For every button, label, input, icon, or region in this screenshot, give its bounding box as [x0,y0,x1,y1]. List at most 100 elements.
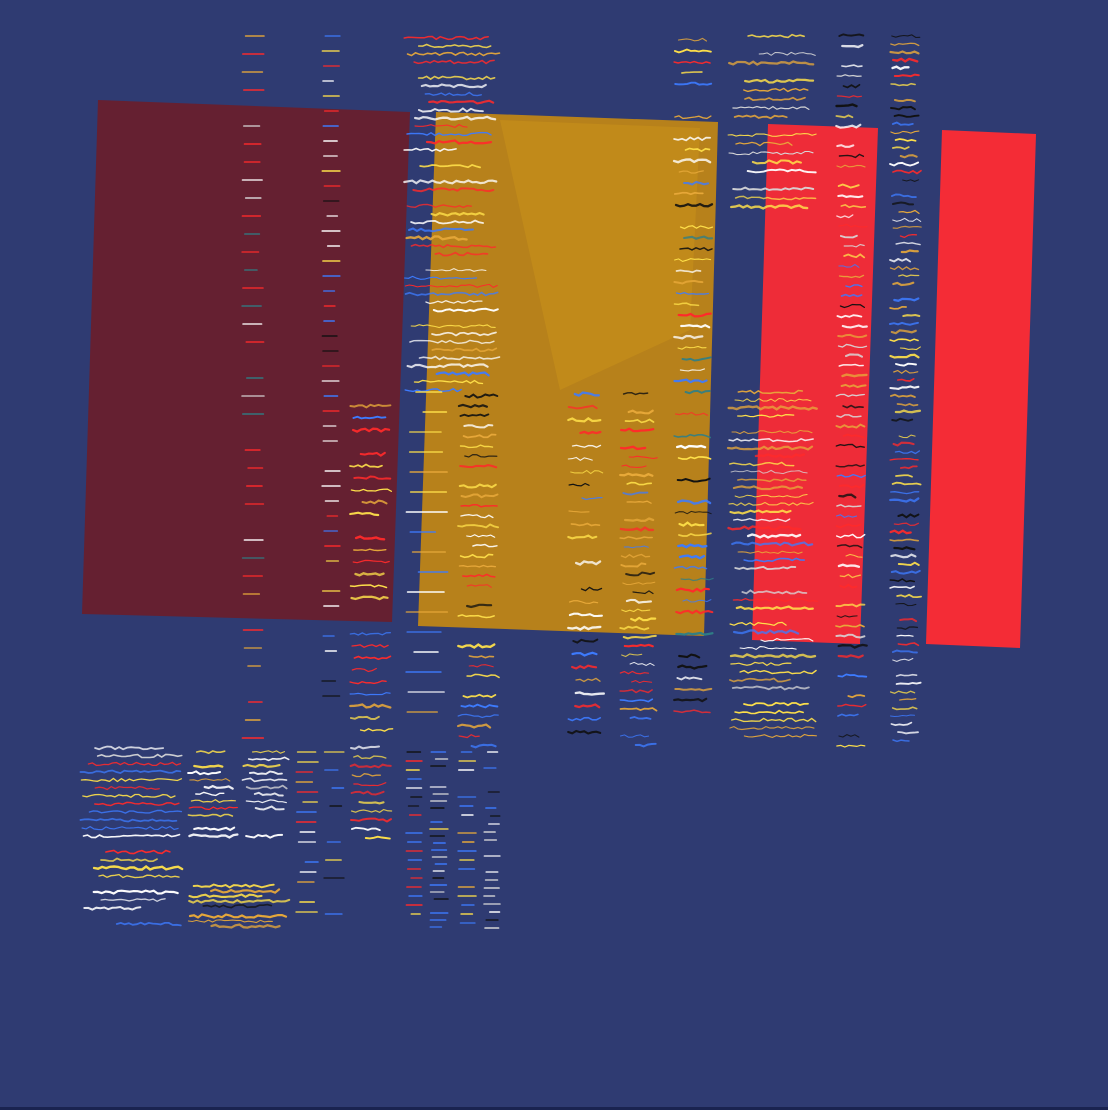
stroke-mark [682,599,712,603]
stroke-mark [730,469,808,475]
stroke-mark [899,154,918,159]
stroke-mark [835,103,858,108]
stroke-mark [358,800,385,805]
stroke-mark [893,114,920,118]
stroke-mark [835,423,866,429]
stroke-mark [349,715,380,720]
stroke-mark [351,644,389,648]
stroke-layer [79,33,922,929]
stroke-mark [892,441,915,447]
stroke-column [619,391,658,748]
stroke-mark [889,529,912,535]
stroke-mark [463,423,494,429]
stroke-mark [81,825,179,831]
stroke-mark [890,329,917,335]
stroke-mark [726,445,814,451]
stroke-mark [82,793,176,799]
stroke-mark [891,417,914,422]
stroke-mark [412,187,495,193]
stroke-mark [737,550,803,555]
stroke-mark [187,770,222,776]
stroke-mark [457,523,500,529]
stroke-mark [739,646,797,651]
stroke-mark [187,813,234,818]
stroke-mark [673,433,712,439]
stroke-mark [835,514,858,519]
stroke-mark [627,409,654,415]
stroke-mark [189,777,231,782]
stroke-mark [732,597,819,603]
stroke-mark [349,703,392,709]
stroke-mark [751,159,802,165]
stroke-mark [676,676,703,681]
stroke-mark [842,404,864,409]
stroke-mark [460,493,499,499]
stroke-mark [898,434,916,439]
stroke-mark [403,179,498,185]
stroke-mark [893,73,920,78]
stroke-mark [728,461,795,467]
stroke-mark [405,235,468,241]
stroke-mark [838,274,865,279]
stroke-mark [835,123,862,129]
stroke-mark [676,477,711,483]
stroke-mark [890,491,920,495]
stroke-mark [733,517,791,523]
stroke-mark [673,334,704,340]
stroke-mark [835,443,865,449]
stroke-mark [898,209,920,215]
stroke-mark [621,464,647,468]
stroke-mark [414,123,468,129]
stroke-mark [353,782,387,787]
stroke-mark [679,225,714,230]
stroke-mark [837,563,861,568]
stroke-mark [737,389,804,395]
stroke-mark [82,833,181,839]
stroke-mark [684,389,711,395]
stroke-mark [457,614,495,619]
stroke-mark [839,583,858,589]
stroke-mark [837,333,868,339]
stroke-mark [567,625,602,631]
stroke-mark [349,511,380,517]
stroke-mark [619,734,650,738]
stroke-mark [893,522,920,527]
stroke-mark [675,269,702,274]
stroke-mark [838,153,865,159]
stroke-mark [459,413,490,417]
stroke-mark [673,302,700,307]
stroke-mark [623,643,654,648]
stroke-mark [678,521,705,527]
stroke-mark [840,383,867,389]
stroke-mark [889,538,920,542]
stroke-mark [728,60,815,66]
stroke-mark [462,573,496,578]
stroke-mark [425,268,487,272]
stroke-mark [472,543,498,548]
stroke-mark [425,139,493,145]
stroke-mark [626,500,652,504]
stroke-mark [891,649,918,654]
stroke-mark [621,653,643,658]
stroke-mark [359,728,394,732]
stroke-column [727,33,817,210]
stroke-mark [619,670,650,675]
stroke-mark [210,923,281,929]
stroke-mark [729,621,787,627]
stroke-column [672,37,714,714]
stroke-mark [619,472,654,478]
stroke-mark [733,114,788,120]
stroke-mark [889,497,920,503]
stroke-mark [837,194,864,199]
stroke-mark [836,615,858,618]
amber-panel-highlight [500,120,700,390]
stroke-mark [575,677,601,683]
stroke-column [187,750,239,839]
stroke-mark [896,377,915,382]
stroke-mark [840,293,863,298]
stroke-mark [460,514,494,519]
stroke-mark [349,403,392,409]
stroke-mark [568,600,599,605]
stroke-mark [619,445,647,451]
